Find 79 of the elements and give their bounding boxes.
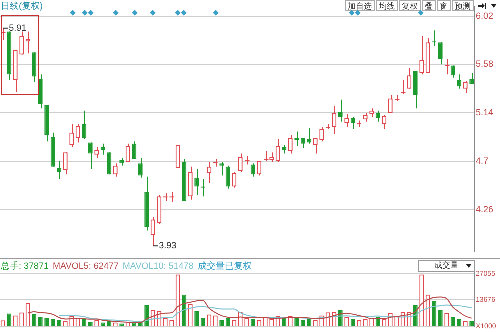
candlestick bbox=[457, 74, 462, 90]
bar bbox=[282, 318, 287, 326]
y-tick-label: 5.58 bbox=[476, 59, 494, 70]
candlestick bbox=[226, 165, 230, 190]
bar bbox=[44, 318, 50, 326]
y-tick-label: 4.7 bbox=[476, 156, 489, 166]
candlestick bbox=[100, 143, 106, 156]
candlestick bbox=[438, 42, 443, 66]
candlestick bbox=[313, 138, 318, 154]
candlestick bbox=[126, 143, 130, 164]
candlestick bbox=[132, 141, 137, 160]
candlestick bbox=[276, 138, 280, 164]
candlestick bbox=[470, 72, 474, 85]
annotation: 叠 bbox=[422, 0, 436, 11]
y-tick-label: 5.14 bbox=[476, 108, 494, 118]
candlestick bbox=[450, 65, 456, 78]
bar bbox=[294, 318, 300, 326]
candlestick bbox=[194, 168, 200, 196]
candlestick bbox=[376, 110, 380, 122]
candlestick bbox=[82, 110, 87, 140]
chart-title: 日线(复权) bbox=[1, 0, 43, 13]
text: MAVOL5: 62477 bbox=[53, 261, 119, 271]
bar bbox=[450, 317, 456, 326]
candlestick bbox=[350, 116, 356, 130]
candlestick bbox=[150, 217, 156, 247]
text: 5.91 bbox=[9, 22, 27, 33]
candlestick bbox=[320, 126, 324, 142]
bar bbox=[32, 314, 37, 326]
candlestick bbox=[88, 142, 93, 170]
candlestick bbox=[332, 106, 337, 134]
candlestick bbox=[238, 153, 243, 173]
candlestick bbox=[113, 163, 118, 178]
text: 总手: 37871 bbox=[1, 261, 50, 271]
bar bbox=[182, 294, 187, 326]
candlestick bbox=[250, 163, 256, 178]
candlestick bbox=[220, 162, 224, 176]
candlestick bbox=[94, 146, 100, 159]
candlestick bbox=[288, 134, 293, 154]
bar bbox=[438, 310, 443, 326]
candlestick bbox=[57, 160, 62, 180]
candlestick bbox=[338, 99, 343, 122]
annotation: 预测 bbox=[452, 0, 474, 11]
y-tick-label: 4.26 bbox=[476, 204, 494, 214]
candlestick bbox=[76, 124, 80, 144]
candlestick bbox=[38, 74, 43, 110]
bar bbox=[194, 311, 200, 326]
annotation: 成交量 bbox=[418, 260, 475, 272]
bar bbox=[226, 318, 230, 326]
annotation: 成交量已复权 bbox=[198, 261, 252, 271]
bar bbox=[432, 300, 437, 326]
candlestick bbox=[407, 67, 412, 90]
annotation: 复权 bbox=[399, 0, 421, 11]
annotation: 均线 bbox=[376, 0, 398, 11]
bar bbox=[200, 318, 206, 326]
candlestick bbox=[463, 80, 468, 94]
text: 3.93 bbox=[159, 240, 177, 251]
candlestick bbox=[444, 58, 450, 76]
candlestick bbox=[20, 31, 24, 56]
annotation: 窗 bbox=[437, 0, 451, 11]
candlestick bbox=[388, 94, 393, 114]
annotation: 加自选 bbox=[345, 0, 375, 11]
candlestick bbox=[207, 162, 212, 184]
y-tick-label: 6.02 bbox=[476, 10, 494, 21]
candlestick bbox=[188, 166, 193, 200]
bar bbox=[307, 318, 312, 326]
candlestick bbox=[413, 70, 418, 110]
candlestick bbox=[257, 160, 262, 176]
candlestick bbox=[344, 114, 350, 128]
bar bbox=[7, 314, 12, 326]
candlestick bbox=[32, 52, 37, 83]
candlestick bbox=[138, 158, 143, 178]
text: MAVOL10: 51478 bbox=[122, 261, 194, 271]
candlestick bbox=[420, 36, 424, 76]
candlestick bbox=[232, 172, 237, 188]
candlestick bbox=[400, 80, 406, 95]
candlestick bbox=[63, 152, 68, 176]
candlestick bbox=[382, 114, 387, 130]
bar bbox=[38, 317, 43, 326]
candlestick bbox=[70, 124, 74, 148]
